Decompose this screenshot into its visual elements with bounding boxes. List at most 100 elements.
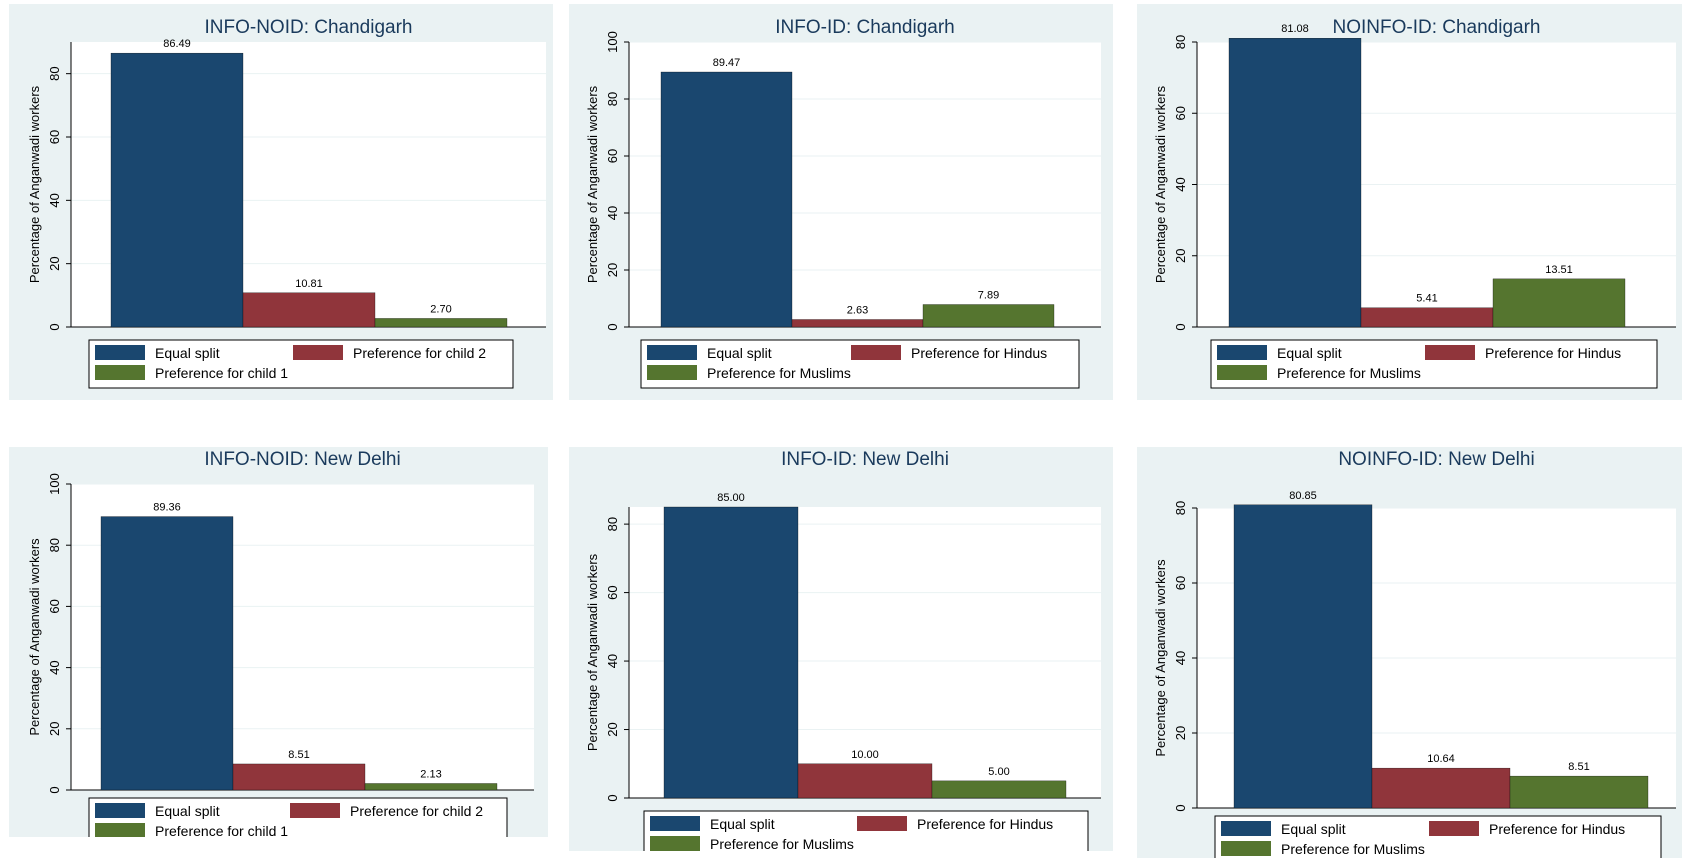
y-tick-label: 0 [47,786,62,793]
legend-swatch-equal-split [650,816,700,831]
y-tick-label: 60 [1173,106,1188,120]
bar-value-label: 10.00 [851,749,879,761]
y-tick-label: 40 [1173,177,1188,191]
bar-preference-for-muslims [1492,278,1626,328]
y-tick-label: 80 [605,92,620,106]
y-tick-label: 40 [1173,651,1188,665]
bar-value-label: 10.81 [295,278,323,290]
chart-title: INFO-ID: Chandigarh [775,17,955,38]
bar-equal-split [1228,38,1362,328]
y-tick-label: 100 [47,473,62,495]
bar-value-label: 5.00 [988,766,1009,778]
bar-chart-svg: NOINFO-ID: New Delhi 0 20 40 60 80 Percentage … [1153,449,1676,858]
y-axis-label: Percentage of Anganwadi workers [1153,85,1168,283]
chart-title: INFO-NOID: New Delhi [204,449,400,470]
y-tick-label: 0 [1173,323,1188,330]
legend-label: Preference for Hindus [1489,821,1625,837]
y-axis-label: Percentage of Anganwadi workers [585,85,600,283]
legend-swatch-equal-split [1217,345,1267,360]
chart-panel-noinfo-id-chandigarh: NOINFO-ID: Chandigarh 0 20 40 60 80 Percentage… [1137,4,1682,400]
bar-value-label: 89.36 [153,502,181,514]
chart-title: INFO-ID: New Delhi [781,449,949,470]
bar-equal-split [1233,504,1373,809]
legend-swatch-equal-split [95,345,145,360]
legend-swatch-preference-for-child-1 [95,365,145,380]
y-tick-label: 0 [47,323,62,330]
y-tick-label: 80 [47,538,62,552]
bar-value-label: 2.63 [847,305,868,317]
bar-preference-for-muslims [931,780,1067,799]
chart-title: NOINFO-ID: New Delhi [1338,449,1534,470]
legend-label: Equal split [1277,345,1342,361]
legend-label: Equal split [1281,821,1346,837]
y-tick-label: 60 [605,585,620,599]
bar-value-label: 86.49 [163,38,191,50]
bar-value-label: 5.41 [1416,293,1437,305]
legend-swatch-preference-for-hindus [1425,345,1475,360]
bar-preference-for-hindus [797,763,933,799]
legend-label: Equal split [155,345,220,361]
bar-equal-split [660,71,793,328]
y-tick-label: 80 [1173,501,1188,515]
bar-value-label: 2.70 [430,303,451,315]
bar-preference-for-child-1 [364,783,498,791]
bar-preference-for-child-2 [242,292,376,328]
y-tick-label: 80 [605,517,620,531]
bar-value-label: 7.89 [978,290,999,302]
legend-label: Preference for Hindus [917,816,1053,832]
bar-equal-split [663,506,799,799]
y-tick-label: 40 [47,660,62,674]
bar-chart-svg: INFO-ID: New Delhi 0 20 40 60 80 Percentage of… [585,449,1101,851]
y-axis-label: Percentage of Anganwadi workers [27,538,42,736]
bar-value-label: 2.13 [420,768,441,780]
bar-value-label: 10.64 [1427,753,1455,765]
y-tick-label: 60 [1173,576,1188,590]
bar-value-label: 85.00 [717,492,745,504]
chart-panel-info-id-chandigarh: INFO-ID: Chandigarh 0 20 40 60 80 100 Percentag… [569,4,1113,400]
y-tick-label: 0 [605,794,620,801]
chart-title: NOINFO-ID: Chandigarh [1332,17,1540,38]
legend-label: Preference for Muslims [707,365,851,381]
y-tick-label: 40 [47,193,62,207]
legend-swatch-preference-for-hindus [857,816,907,831]
y-axis-label: Percentage of Anganwadi workers [1153,559,1168,757]
bar-value-label: 8.51 [288,749,309,761]
y-tick-label: 80 [47,66,62,80]
bar-preference-for-muslims [922,304,1055,328]
bar-value-label: 13.51 [1545,264,1573,276]
legend-swatch-equal-split [95,803,145,818]
bar-value-label: 80.85 [1289,490,1317,502]
legend-label: Preference for child 1 [155,823,288,837]
y-tick-label: 0 [605,323,620,330]
bar-chart-svg: INFO-NOID: Chandigarh 0 20 40 60 80 Percentage… [27,17,546,389]
y-tick-label: 60 [605,149,620,163]
y-tick-label: 20 [1173,249,1188,263]
chart-panel-info-noid-new-delhi: INFO-NOID: New Delhi 0 20 40 60 80 100 Percenta… [9,447,548,837]
legend-swatch-equal-split [1221,821,1271,836]
legend-swatch-preference-for-hindus [851,345,901,360]
legend-label: Equal split [155,803,220,819]
legend-swatch-preference-for-child-2 [293,345,343,360]
bar-chart-svg: INFO-NOID: New Delhi 0 20 40 60 80 100 Percenta… [27,449,534,837]
legend-label: Preference for child 2 [350,803,483,819]
legend-label: Preference for Hindus [1485,345,1621,361]
y-tick-label: 20 [605,263,620,277]
bar-value-label: 89.47 [713,57,741,69]
bar-value-label: 81.08 [1281,23,1309,35]
bar-preference-for-child-1 [374,318,508,328]
legend-label: Equal split [707,345,772,361]
chart-panel-noinfo-id-new-delhi: NOINFO-ID: New Delhi 0 20 40 60 80 Percentage … [1137,447,1682,858]
legend-label: Preference for Hindus [911,345,1047,361]
y-tick-label: 20 [1173,726,1188,740]
y-tick-label: 80 [1173,35,1188,49]
legend-label: Preference for child 1 [155,365,288,381]
bar-preference-for-hindus [1360,307,1494,328]
bar-value-label: 8.51 [1568,761,1589,773]
legend-label: Preference for child 2 [353,345,486,361]
y-tick-label: 60 [47,130,62,144]
legend-swatch-preference-for-muslims [650,836,700,851]
y-tick-label: 20 [47,256,62,270]
legend-label: Equal split [710,816,775,832]
bar-preference-for-child-2 [232,763,366,791]
legend-swatch-preference-for-muslims [647,365,697,380]
